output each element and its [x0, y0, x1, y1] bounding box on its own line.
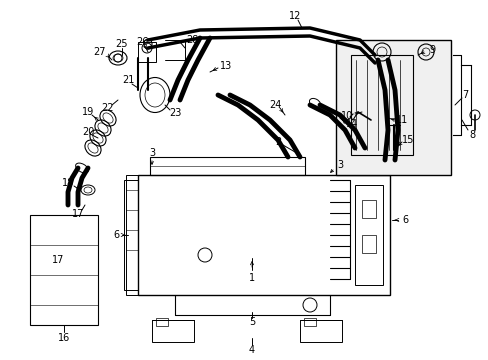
Bar — [124, 180, 138, 290]
Text: 22: 22 — [102, 103, 114, 113]
Bar — [156, 318, 168, 326]
Text: 9: 9 — [428, 45, 434, 55]
Text: 17: 17 — [52, 255, 64, 265]
Text: 12: 12 — [288, 11, 301, 21]
Text: 11: 11 — [395, 115, 407, 125]
Text: 25: 25 — [116, 39, 128, 49]
Bar — [138, 42, 156, 62]
Text: 20: 20 — [81, 127, 94, 137]
Text: 24: 24 — [268, 100, 281, 110]
Text: 17: 17 — [72, 209, 84, 219]
Bar — [335, 40, 450, 175]
Text: 8: 8 — [468, 130, 474, 140]
Bar — [304, 318, 315, 326]
Text: 21: 21 — [122, 75, 134, 85]
Text: 10: 10 — [340, 111, 352, 121]
Text: 1: 1 — [248, 273, 255, 283]
Text: 14: 14 — [345, 119, 357, 129]
Text: 26: 26 — [136, 37, 148, 47]
Bar — [138, 175, 389, 295]
Text: 16: 16 — [58, 333, 70, 343]
Text: 23: 23 — [168, 108, 181, 118]
Bar — [354, 185, 382, 285]
Bar — [299, 320, 341, 342]
Bar — [30, 215, 98, 325]
Text: 18: 18 — [62, 178, 74, 188]
Bar — [152, 320, 194, 342]
Bar — [350, 55, 412, 155]
Text: 27: 27 — [94, 47, 106, 57]
Text: 15: 15 — [401, 135, 413, 145]
Text: 3: 3 — [149, 148, 155, 158]
Text: 3: 3 — [336, 160, 343, 170]
Bar — [126, 175, 138, 295]
Bar — [361, 235, 375, 253]
Text: 5: 5 — [248, 317, 255, 327]
Text: 13: 13 — [220, 61, 232, 71]
Text: 4: 4 — [248, 345, 255, 355]
Text: 7: 7 — [461, 90, 467, 100]
Text: 6: 6 — [401, 215, 407, 225]
Bar — [150, 157, 305, 175]
Bar — [361, 200, 375, 218]
Text: 2: 2 — [274, 137, 281, 147]
Text: 28: 28 — [185, 35, 198, 45]
Text: 19: 19 — [81, 107, 94, 117]
Text: 6: 6 — [113, 230, 119, 240]
